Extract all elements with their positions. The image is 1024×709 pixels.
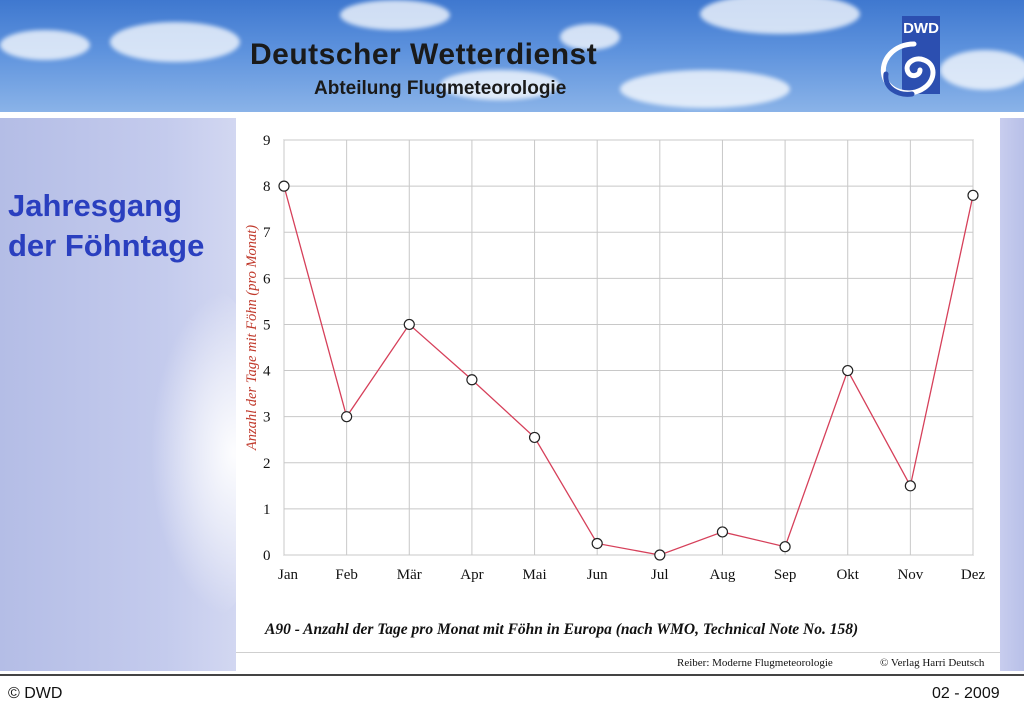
y-tick-label: 9 <box>263 133 271 149</box>
y-tick-label: 4 <box>263 364 271 380</box>
data-point <box>842 364 854 377</box>
x-tick-label: Mär <box>397 567 422 583</box>
cloud <box>0 30 90 60</box>
x-tick-label: Jan <box>278 567 298 583</box>
chart-box: 0 1 2 3 4 5 6 7 8 9 Jan Feb Mär Apr Mai Jun Jul Aug Sep Okt… <box>236 124 1000 671</box>
x-tick-label: Apr <box>460 567 483 583</box>
line-chart: 0 1 2 3 4 5 6 7 8 9 Jan Feb Mär Apr Mai Jun Jul Aug Sep Okt… <box>244 133 985 583</box>
cloud <box>700 0 860 34</box>
x-tick-label: Okt <box>836 567 859 583</box>
data-point <box>654 549 666 561</box>
data-point <box>967 189 979 201</box>
chart-caption: A90 - Anzahl der Tage pro Monat mit Föhn… <box>265 621 859 638</box>
org-title: Deutscher Wetterdienst <box>250 38 598 71</box>
series-line <box>283 185 974 556</box>
x-tick-label: Dez <box>961 567 985 583</box>
data-point <box>466 374 478 386</box>
slide-title: Jahresgang der Föhntage <box>8 186 204 266</box>
data-point <box>904 480 916 492</box>
data-point <box>278 180 290 192</box>
org-subtitle: Abteilung Flugmeteorologie <box>314 78 567 99</box>
footer-date: 02 - 2009 <box>932 685 1000 702</box>
cloud <box>440 70 560 100</box>
x-tick-label: Sep <box>774 567 797 583</box>
plot-frame <box>283 139 974 556</box>
dwd-logo-icon: DWD <box>880 16 940 97</box>
x-tick-label: Jun <box>587 567 608 583</box>
x-tick-label: Aug <box>710 567 736 583</box>
y-tick-label: 2 <box>263 456 271 472</box>
y-tick-label: 5 <box>263 317 271 333</box>
banner-divider <box>0 112 1024 118</box>
x-tick-label: Jul <box>651 567 669 583</box>
cloud <box>940 50 1024 90</box>
cloud <box>620 70 790 108</box>
source-publisher: © Verlag Harri Deutsch <box>880 657 985 669</box>
footer-copyright: © DWD <box>8 685 63 702</box>
slide-title-line2: der Föhntage <box>8 228 205 263</box>
data-point <box>716 526 729 538</box>
y-tick-label: 3 <box>263 410 271 426</box>
side-panel <box>0 118 236 671</box>
cloud <box>560 24 620 50</box>
logo-text: DWD <box>903 20 939 37</box>
y-tick-label: 0 <box>263 548 271 564</box>
right-strip <box>1000 118 1024 671</box>
cloud <box>340 0 450 30</box>
decorative-swoosh <box>150 288 236 618</box>
data-point <box>591 537 603 550</box>
data-point <box>779 541 791 553</box>
y-tick-label: 7 <box>263 225 271 241</box>
y-tick-label: 8 <box>263 179 271 195</box>
cloud <box>110 22 240 62</box>
data-point <box>528 431 541 444</box>
footer-rule <box>0 674 1024 676</box>
header-banner: Deutscher Wetterdienst Abteilung Flugmet… <box>0 0 1024 112</box>
y-tick-label: 1 <box>263 502 271 518</box>
x-tick-label: Feb <box>335 567 358 583</box>
y-axis-label: Anzahl der Tage mit Föhn (pro Monat) <box>244 225 260 451</box>
x-tick-label: Nov <box>897 567 923 583</box>
data-point <box>341 411 353 423</box>
slide-title-line1: Jahresgang <box>8 188 183 223</box>
source-divider <box>236 652 1000 653</box>
source-book: Reiber: Moderne Flugmeteorologie <box>677 657 833 669</box>
y-tick-label: 6 <box>263 271 271 287</box>
x-tick-label: Mai <box>522 567 546 583</box>
data-point <box>403 318 415 331</box>
